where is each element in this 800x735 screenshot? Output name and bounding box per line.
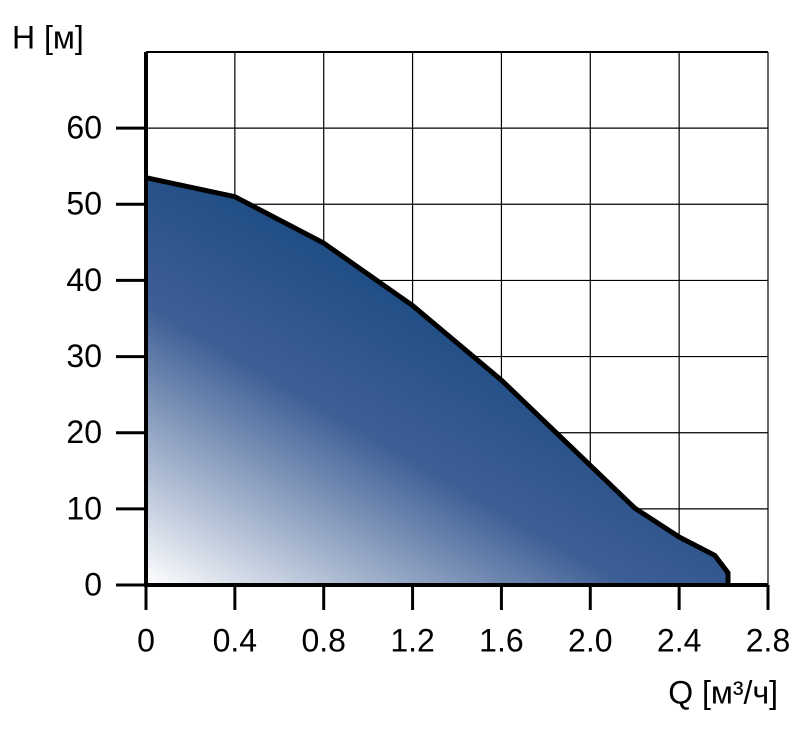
y-tick-label: 0 <box>84 566 102 602</box>
x-tick-label: 1.6 <box>479 622 523 658</box>
line <box>145 175 731 585</box>
y-tick-label: 30 <box>66 338 102 374</box>
area <box>146 177 729 585</box>
x-tick-label: 0.8 <box>301 622 345 658</box>
axes: 0 10 20 30 40 50 60 0 0.4 0.8 1.2 1.6 2.0 2.4 2.8 <box>66 52 790 658</box>
x-tick-label: 1.2 <box>390 622 434 658</box>
y-tick-label: 10 <box>66 490 102 526</box>
y-tick-label: 20 <box>66 414 102 450</box>
x-tick-label: 2.8 <box>746 622 790 658</box>
x-tick-label: 2.4 <box>657 622 701 658</box>
y-tick-label: 40 <box>66 262 102 298</box>
y-tick-label: 60 <box>66 110 102 146</box>
x-tick-label: 0.4 <box>213 622 257 658</box>
marks <box>145 175 731 585</box>
x-axis-label: Q [м³/ч] <box>668 674 778 710</box>
x-tick-label: 2.0 <box>568 622 612 658</box>
y-axis-label: H [м] <box>12 19 84 55</box>
x-tick-label: 0 <box>137 622 155 658</box>
y-tick-label: 50 <box>66 186 102 222</box>
